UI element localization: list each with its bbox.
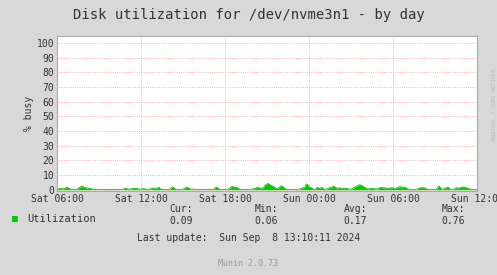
Text: Utilization: Utilization xyxy=(27,214,96,224)
Text: Disk utilization for /dev/nvme3n1 - by day: Disk utilization for /dev/nvme3n1 - by d… xyxy=(73,8,424,22)
Text: Cur:: Cur: xyxy=(169,204,193,214)
Text: Min:: Min: xyxy=(254,204,278,214)
Text: Munin 2.0.73: Munin 2.0.73 xyxy=(219,260,278,268)
Text: 0.76: 0.76 xyxy=(441,216,465,226)
Text: Last update:  Sun Sep  8 13:10:11 2024: Last update: Sun Sep 8 13:10:11 2024 xyxy=(137,233,360,243)
Y-axis label: % busy: % busy xyxy=(24,96,34,131)
Text: 0.06: 0.06 xyxy=(254,216,278,226)
Text: ■: ■ xyxy=(12,214,18,224)
Text: 0.17: 0.17 xyxy=(343,216,367,226)
Text: Avg:: Avg: xyxy=(343,204,367,214)
Text: RRDTOOL / TOBI OETIKER: RRDTOOL / TOBI OETIKER xyxy=(491,69,496,140)
Text: Max:: Max: xyxy=(441,204,465,214)
Text: 0.09: 0.09 xyxy=(169,216,193,226)
